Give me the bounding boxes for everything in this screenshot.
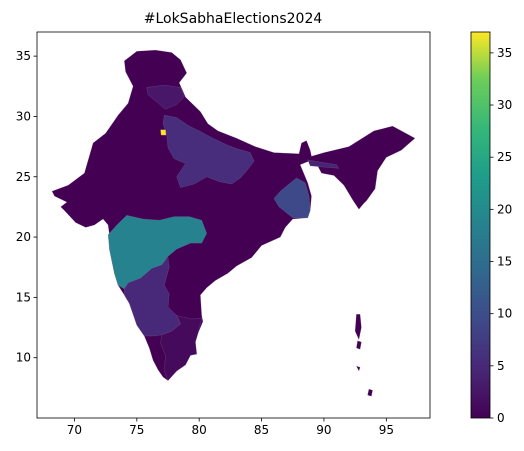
colorbar: [470, 31, 491, 419]
y-tick-label: 25: [16, 170, 31, 184]
region-delhi: [160, 129, 167, 136]
region-west-bengal: [273, 177, 311, 218]
y-axis: 10 15 20 25 30 35: [16, 49, 37, 365]
map-title: #LokSabhaElections2024: [144, 11, 323, 27]
colorbar-tick-label: 0: [497, 411, 505, 425]
region-himachal: [146, 84, 185, 110]
colorbar-tick-label: 30: [497, 98, 512, 112]
colorbar-tick-label: 35: [497, 46, 512, 60]
colorbar-tick-label: 5: [497, 359, 505, 373]
y-tick-label: 15: [16, 290, 31, 304]
x-tick-label: 80: [192, 423, 207, 437]
y-tick-label: 20: [16, 230, 31, 244]
colorbar-tick-label: 10: [497, 307, 512, 321]
colorbar-ticks: 0 5 10 15 20 25 30 35: [490, 46, 512, 425]
region-nicobar-island-1: [356, 365, 361, 372]
region-tamil-nadu: [160, 315, 202, 381]
region-andaman-island-2: [356, 340, 362, 350]
x-tick-label: 75: [129, 423, 144, 437]
y-tick-label: 30: [16, 109, 31, 123]
map-regions: [51, 49, 416, 397]
region-uttar-pradesh: [162, 114, 255, 188]
y-tick-label: 35: [16, 49, 31, 63]
x-tick-label: 70: [67, 423, 82, 437]
plot-frame: [36, 31, 431, 419]
colorbar-tick-label: 25: [497, 150, 512, 164]
region-andaman-island-1: [354, 314, 362, 341]
x-tick-label: 85: [254, 423, 269, 437]
y-tick-label: 10: [16, 351, 31, 365]
x-tick-label: 90: [316, 423, 331, 437]
x-axis: 70 75 80 85 90 95: [67, 418, 394, 437]
region-north-east-strip: [307, 159, 340, 169]
colorbar-tick-label: 20: [497, 202, 512, 216]
region-nicobar-island-2: [367, 388, 373, 397]
region-maharashtra: [107, 215, 207, 290]
colorbar-tick-label: 15: [497, 255, 512, 269]
x-tick-label: 95: [379, 423, 394, 437]
